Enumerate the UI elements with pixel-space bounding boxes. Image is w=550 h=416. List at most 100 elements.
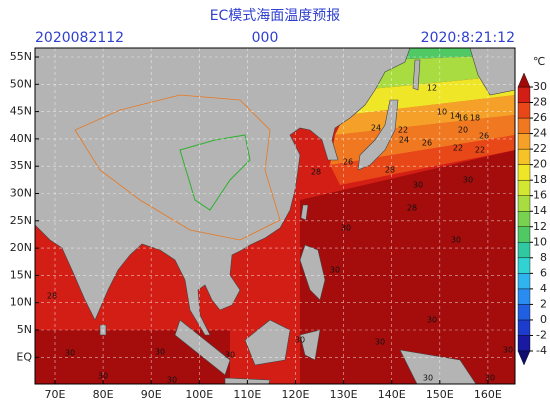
- contour-label: 28: [311, 168, 321, 177]
- colorbar-label: 0: [540, 313, 547, 326]
- contour-label: 28: [385, 166, 395, 175]
- contour-label: 30: [98, 372, 108, 381]
- lat-label: 50N: [10, 77, 32, 90]
- colorbar-label: 24: [533, 127, 547, 140]
- colorbar-swatch: [517, 102, 531, 119]
- contour-label: 22: [453, 144, 463, 153]
- land: [357, 99, 399, 171]
- colorbar-swatch: [517, 133, 531, 150]
- title: EC模式海面温度预报: [210, 8, 341, 24]
- lat-label: 15N: [10, 268, 32, 281]
- lat-label: EQ: [16, 350, 32, 363]
- lon-label: 110E: [233, 388, 261, 401]
- contour-label: 30: [375, 338, 385, 347]
- contour-label: 20: [458, 126, 468, 135]
- colorbar-swatch: [517, 304, 531, 321]
- contour-label: 30: [427, 316, 437, 325]
- warm-water: [35, 150, 515, 384]
- contour-label: 30: [65, 349, 75, 358]
- lat-label: 35N: [10, 159, 32, 172]
- contour-label: 30: [423, 374, 433, 383]
- contour-label: 30: [413, 181, 423, 190]
- colorbar-label: 4: [540, 282, 547, 295]
- lat-label: 25N: [10, 214, 32, 227]
- colorbar-swatch: [517, 288, 531, 305]
- colorbar-swatch: [517, 319, 531, 336]
- forecast-hour: 000: [252, 30, 279, 46]
- colorbar-label: 20: [533, 158, 547, 171]
- colorbar-swatch: [517, 257, 531, 274]
- lat-label: 5N: [17, 323, 32, 336]
- contour-label: 12: [427, 84, 437, 93]
- colorbar-swatch: [517, 179, 531, 196]
- contour-label: 30: [330, 266, 340, 275]
- contour-label: 18: [470, 114, 480, 123]
- contour-label: 10: [437, 108, 447, 117]
- contour-label: 24: [399, 136, 409, 145]
- contour-label: 14: [450, 112, 460, 121]
- contour-label: 22: [398, 126, 408, 135]
- colorbar-label: 6: [540, 266, 547, 279]
- lon-label: 150E: [426, 388, 454, 401]
- lon-label: 70E: [45, 388, 66, 401]
- colorbar-swatch: [517, 211, 531, 227]
- sst-band: [330, 135, 515, 185]
- colorbar-label: 18: [533, 173, 547, 186]
- contour-label: 16: [458, 114, 468, 123]
- lat-label: 20N: [10, 241, 32, 254]
- lat-label: 30N: [10, 187, 32, 200]
- lon-label: 80E: [93, 388, 114, 401]
- colorbar-label: 16: [533, 189, 547, 202]
- border: [74, 94, 281, 241]
- contour-label: 30: [451, 236, 461, 245]
- colorbar-label: -2: [536, 328, 547, 341]
- contour-label: 26: [422, 139, 432, 148]
- land: [99, 204, 477, 384]
- contour-label: 30: [503, 346, 513, 355]
- lat-label: 45N: [10, 105, 32, 118]
- colorbar-label: 26: [533, 111, 547, 124]
- lat-label: 55N: [10, 50, 32, 63]
- colorbar-swatch: [517, 117, 531, 134]
- colorbar-label: 2: [540, 297, 547, 310]
- graticule: [35, 48, 515, 384]
- colorbar-swatch: [517, 226, 531, 243]
- contour-label: 30: [225, 351, 235, 360]
- contour-label: 24: [371, 124, 381, 133]
- colorbar-label: 30: [533, 80, 547, 93]
- contour-label: 30: [167, 376, 177, 385]
- colorbar-swatch: [517, 195, 531, 212]
- contour-label: 30: [341, 224, 351, 233]
- contour-label: 26: [479, 132, 489, 141]
- contour-label: 30: [485, 374, 495, 383]
- colorbar-swatch: [517, 242, 531, 259]
- lon-label: 120E: [282, 388, 310, 401]
- colorbar-arrow: [517, 72, 531, 88]
- lon-label: 160E: [474, 388, 502, 401]
- contour-label: 30: [463, 176, 473, 185]
- land: [412, 48, 515, 96]
- sst-band: [345, 75, 515, 115]
- sst-band: [335, 95, 515, 135]
- colorbar-label: 8: [540, 251, 547, 264]
- run-time: 2020082112: [35, 30, 124, 46]
- lon-label: 130E: [330, 388, 358, 401]
- contour-label: 26: [343, 158, 353, 167]
- colorbar-label: 28: [533, 96, 547, 109]
- contour-label: 30: [295, 336, 305, 345]
- lon-label: 90E: [141, 388, 162, 401]
- contour-label: 30: [155, 348, 165, 357]
- lat-label: 10N: [10, 296, 32, 309]
- valid-time: 2020:8:21:12: [421, 30, 515, 46]
- contour-label: 28: [407, 204, 417, 213]
- colorbar-label: -4: [536, 344, 547, 357]
- basin-line: [179, 134, 251, 211]
- colorbar-unit: ℃: [533, 55, 545, 68]
- colorbar-arrow: [517, 350, 531, 366]
- colorbar-swatch: [517, 273, 531, 290]
- colorbar-swatch: [517, 164, 531, 181]
- colorbar-label: 22: [533, 142, 547, 155]
- colorbar-label: 12: [533, 220, 547, 233]
